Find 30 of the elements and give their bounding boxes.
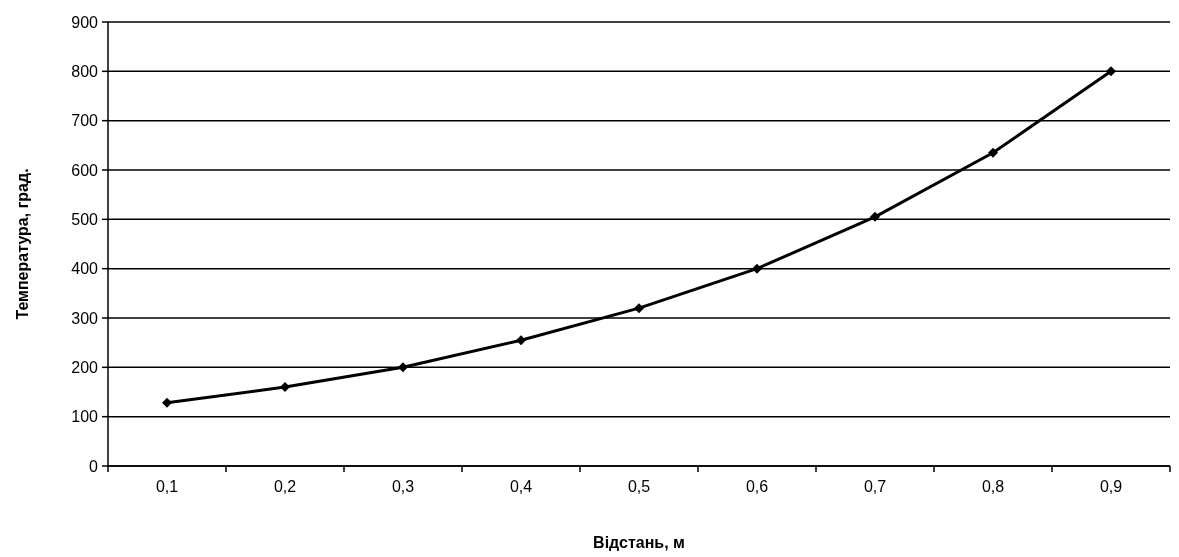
- x-tick-label: 0,4: [509, 478, 533, 495]
- x-tick-label: 0,9: [1099, 478, 1123, 495]
- y-axis-title: Температура, град.: [14, 168, 31, 320]
- y-tick-label: 100: [71, 408, 99, 426]
- point: [162, 397, 172, 408]
- point: [1106, 66, 1116, 77]
- y-tick-label: 600: [71, 161, 99, 179]
- y-tick-label: 500: [71, 210, 99, 228]
- point: [280, 382, 290, 393]
- y-tick-label: 400: [71, 260, 99, 278]
- y-tick-label: 900: [71, 13, 99, 31]
- point: [870, 211, 880, 222]
- x-tick-label: 0,1: [155, 478, 179, 495]
- y-tick-label: 700: [71, 112, 99, 130]
- x-axis-title: Відстань, м: [593, 534, 685, 551]
- y-tick-label: 200: [71, 358, 99, 376]
- y-tick-label: 0: [89, 457, 99, 475]
- x-tick-label: 0,8: [981, 478, 1005, 495]
- x-tick-label: 0,7: [863, 478, 887, 495]
- y-tick-label: 800: [71, 62, 99, 80]
- point: [634, 303, 644, 314]
- point: [988, 147, 998, 158]
- point: [752, 263, 762, 274]
- y-tick-label: 300: [71, 309, 99, 327]
- x-tick-label: 0,3: [391, 478, 415, 495]
- x-tick-label: 0,2: [273, 478, 297, 495]
- point: [516, 335, 526, 346]
- point: [398, 362, 408, 373]
- x-tick-label: 0,6: [745, 478, 769, 495]
- x-tick-label: 0,5: [627, 478, 651, 495]
